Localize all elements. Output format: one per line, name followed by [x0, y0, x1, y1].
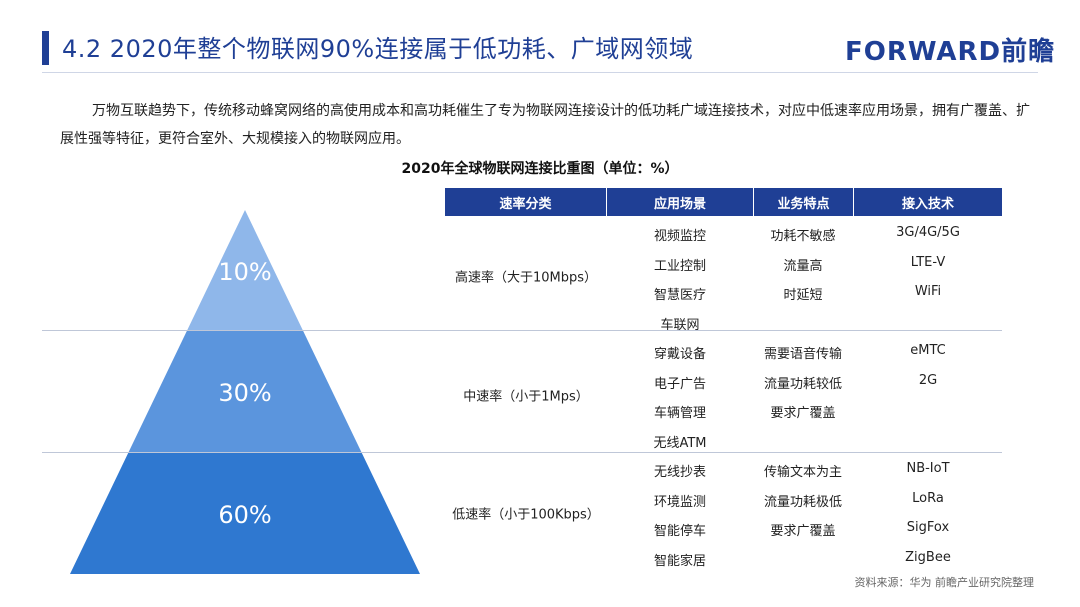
pyramid-bottom-segment [70, 452, 420, 574]
tech-cell: ZigBee [905, 549, 951, 565]
feature-cell: 功耗不敏感 [770, 229, 836, 244]
scenario-cell: 电子广告 [653, 376, 707, 392]
brand-logo: FORWARD前瞻 [845, 37, 1056, 67]
feature-cell: 传输文本为主 [763, 465, 843, 480]
scenario-cell: 无线抄表 [653, 465, 707, 480]
scenario-cell: 穿戴设备 [653, 347, 707, 362]
tech-cell: eMTC [910, 343, 946, 358]
scenario-cell: 车联网 [660, 317, 700, 333]
feature-cell: 需要语音传输 [763, 347, 843, 362]
pyramid-middle-segment [128, 330, 362, 452]
feature-cell: 要求广覆盖 [770, 406, 836, 421]
header-rate: 速率分类 [445, 188, 607, 216]
header-tech: 接入技术 [901, 196, 954, 212]
scenario-cell: 智慧医疗 [653, 288, 707, 303]
header-features: 业务特点 [754, 188, 854, 216]
scenario-cell: 智能停车 [653, 524, 707, 539]
row-divider [42, 452, 1002, 453]
tech-cell: WiFi [914, 284, 942, 299]
feature-cell: 流量高 [783, 258, 823, 274]
feature-cell: 时延短 [783, 288, 823, 303]
feature-cell: 流量功耗极低 [763, 494, 843, 510]
row-divider [42, 330, 1002, 331]
tech-cell: 3G/4G/5G [896, 225, 960, 240]
tech-cell: LTE-V [910, 254, 946, 270]
pyramid-label: 10% [218, 258, 271, 286]
header-scenario: 应用场景 [607, 188, 754, 216]
scenario-cell: 车辆管理 [653, 406, 707, 421]
pyramid-label: 60% [218, 501, 271, 529]
source-note: 资料来源：华为 前瞻产业研究院整理 [854, 576, 1035, 589]
scenario-cell: 视频监控 [653, 229, 707, 244]
page-title: 4.2 2020年整个物联网90%连接属于低功耗、广域网领域 [62, 35, 694, 63]
feature-cell: 流量功耗较低 [763, 376, 843, 392]
scenario-cell: 智能家居 [653, 553, 707, 569]
tech-cell: LoRa [912, 490, 944, 506]
pyramid-top-segment [187, 210, 303, 330]
scenario-cell: 无线ATM [653, 435, 707, 451]
title-accent-bar [42, 31, 49, 65]
rate-category: 高速率（大于10Mbps） [454, 270, 598, 286]
pyramid-label: 30% [218, 379, 271, 407]
tech-cell: 2G [918, 372, 938, 388]
scenario-cell: 环境监测 [653, 494, 707, 510]
title-divider [42, 72, 1038, 73]
scenario-cell: 工业控制 [653, 258, 707, 274]
chart-title: 2020年全球物联网连接比重图（单位：%） [401, 161, 679, 177]
rate-category: 中速率（小于1Mps） [463, 389, 589, 405]
feature-cell: 要求广覆盖 [770, 524, 836, 539]
intro-paragraph: 万物互联趋势下，传统移动蜂窝网络的高使用成本和高功耗催生了专为物联网连接设计的低… [60, 103, 1030, 147]
table-header: 速率分类 应用场景 业务特点 接入技术 [445, 188, 1002, 216]
tech-cell: SigFox [906, 520, 950, 535]
tech-cell: NB-IoT [906, 461, 950, 476]
rate-category: 低速率（小于100Kbps） [452, 507, 600, 523]
